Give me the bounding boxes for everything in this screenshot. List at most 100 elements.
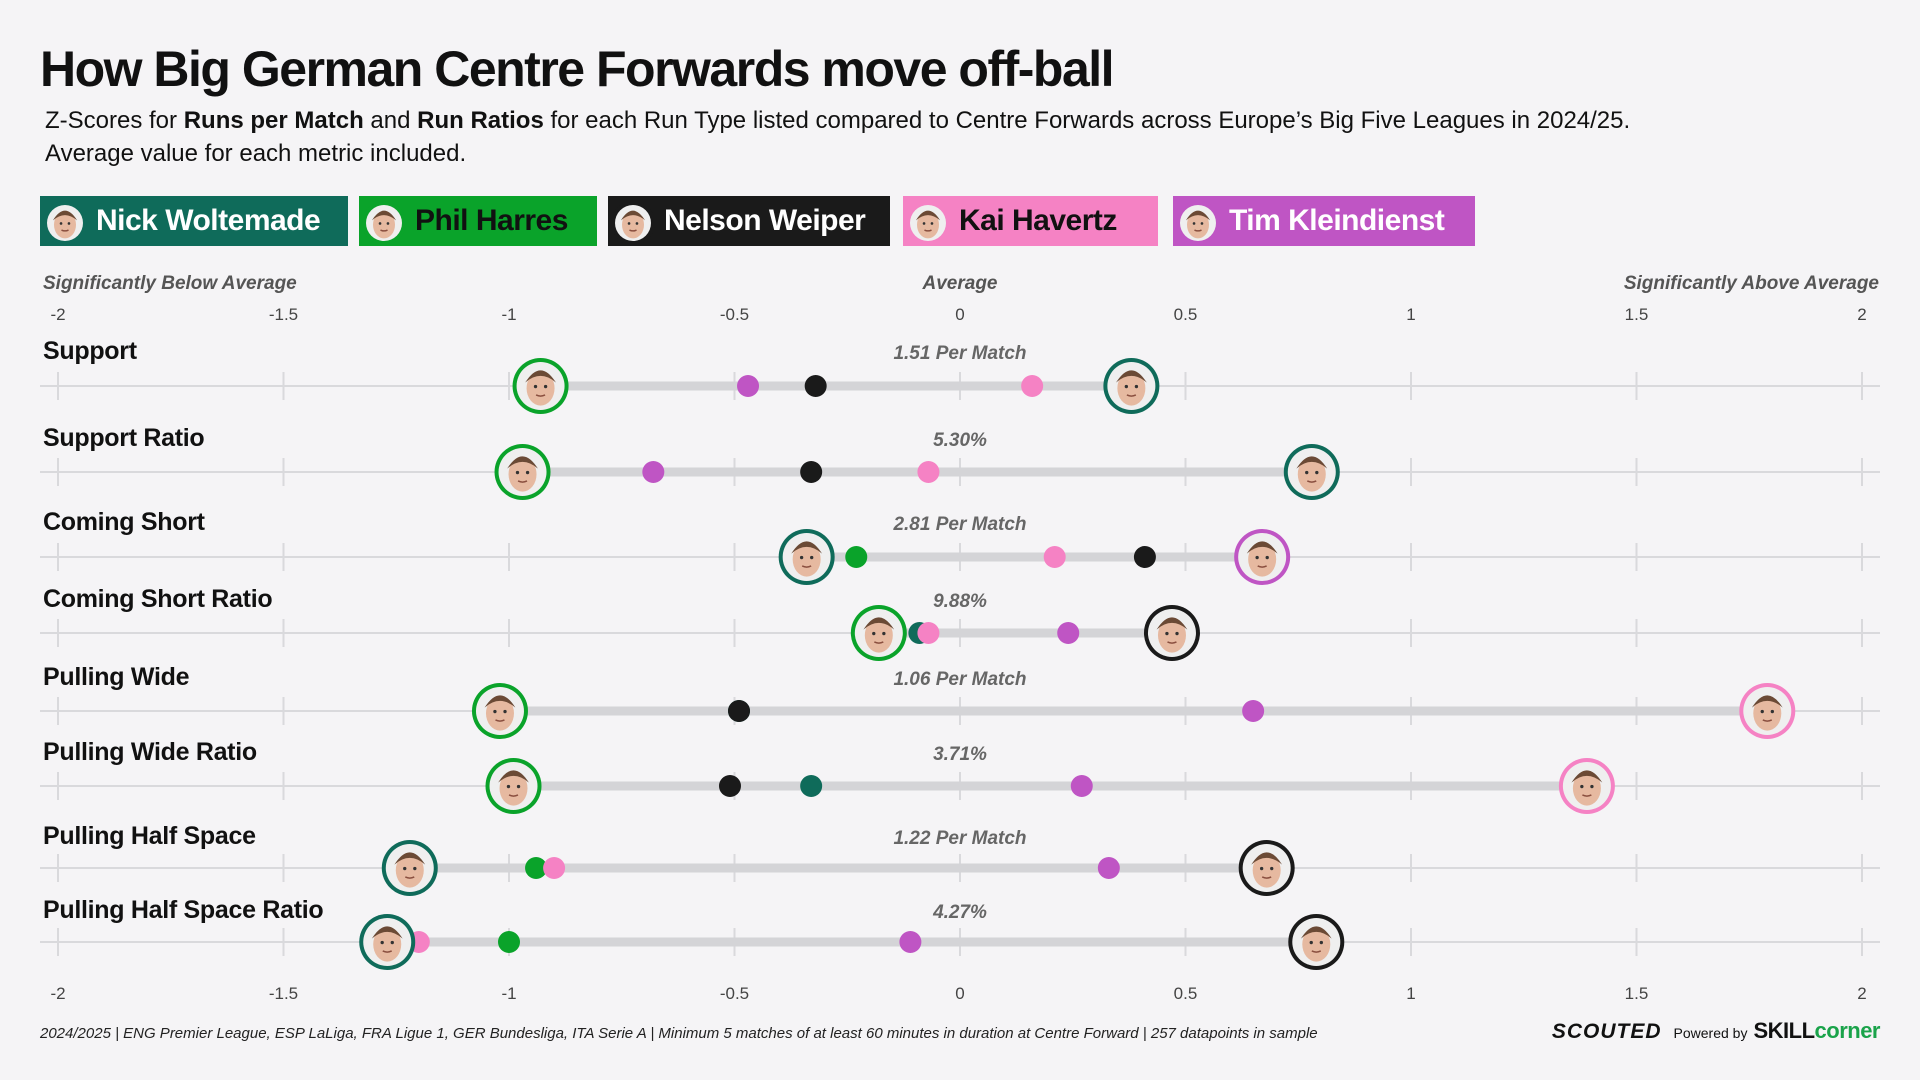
legend-item-weiper: Nelson Weiper [608, 196, 890, 246]
metric-label: Support [43, 337, 138, 365]
player-face-icon [1143, 605, 1200, 661]
player-face-icon [1238, 840, 1295, 896]
metric-rows: Support 1.51 Per Match Support Ratio 5.30% C… [43, 337, 1796, 970]
data-point [1021, 375, 1044, 397]
player-face-icon [359, 196, 409, 246]
legend-label: Tim Kleindienst [1229, 204, 1445, 237]
data-point [917, 622, 940, 644]
subtitle-text: for each Run Type listed compared to Cen… [543, 107, 1631, 134]
data-point [525, 857, 548, 879]
metric-average-label: 2.81 Per Match [892, 514, 1026, 535]
subtitle-text: and [363, 107, 418, 134]
data-point [1043, 546, 1066, 568]
player-face-icon [1173, 196, 1223, 246]
player-face-icon [906, 201, 950, 245]
player-face-icon [1234, 529, 1291, 585]
scouted-logo: SCOUTED [1551, 1020, 1662, 1043]
metric-label: Support Ratio [43, 424, 204, 452]
legend-item-woltemade: Nick Woltemade [40, 196, 348, 246]
metric-average-label: 5.30% [933, 430, 987, 451]
player-face-icon [512, 358, 569, 414]
metric-average-label: 3.71% [933, 744, 987, 765]
legend-item-harres: Phil Harres [359, 196, 597, 246]
subtitle-emphasis-ratios: Run Ratios [417, 107, 544, 134]
x-tick-label-top: 0.5 [1174, 305, 1198, 324]
data-point [737, 375, 760, 397]
x-tick-label-bottom: -2 [50, 984, 65, 1003]
x-tick-label-bottom: -0.5 [720, 984, 749, 1003]
data-point [800, 461, 823, 483]
x-tick-label-top: -1.5 [269, 305, 298, 324]
player-face-icon [850, 605, 907, 661]
legend-item-havertz: Kai Havertz [903, 196, 1158, 246]
x-tick-label-bottom: 0.5 [1174, 984, 1198, 1003]
player-face-icon [359, 914, 416, 970]
data-point [543, 857, 566, 879]
player-face-icon [43, 201, 87, 245]
metric-label: Coming Short [43, 508, 206, 536]
chart-title: How Big German Centre Forwards move off-… [40, 41, 1115, 97]
metric-row: Support 1.51 Per Match [43, 337, 1160, 414]
data-point [1097, 857, 1120, 879]
x-tick-label-top: 1.5 [1625, 305, 1649, 324]
x-tick-label-top: 1 [1406, 305, 1415, 324]
legend-label: Nelson Weiper [664, 204, 866, 237]
axis-annotation-below: Significantly Below Average [43, 273, 297, 294]
x-tick-label-bottom: -1 [501, 984, 516, 1003]
metric-label: Pulling Wide Ratio [43, 738, 257, 766]
data-point [800, 775, 823, 797]
data-point [1070, 775, 1093, 797]
player-face-icon [471, 683, 528, 739]
data-point [804, 375, 827, 397]
skillcorner-logo-skill: SKILL [1753, 1018, 1815, 1043]
player-face-icon [494, 444, 551, 500]
data-point [1133, 546, 1156, 568]
metric-average-label: 1.22 Per Match [893, 828, 1026, 849]
metric-row: Pulling Wide 1.06 Per Match [43, 663, 1796, 739]
x-tick-label-bottom: 0 [955, 984, 964, 1003]
data-point [498, 931, 520, 953]
x-tick-label-top: 0 [955, 305, 964, 324]
player-face-icon [1739, 683, 1796, 739]
metric-average-label: 1.06 Per Match [893, 669, 1026, 690]
metric-label: Pulling Half Space Ratio [43, 896, 323, 924]
x-tick-label-top: -0.5 [720, 305, 749, 324]
x-tick-label-bottom: 1.5 [1625, 984, 1649, 1003]
data-point [1057, 622, 1080, 644]
data-point [908, 622, 931, 644]
metric-row: Pulling Half Space Ratio 4.27% [43, 896, 1345, 970]
chart-subtitle: Z-Scores for Runs per Match and Run Rati… [45, 104, 1805, 170]
metric-average-label: 1.51 Per Match [893, 343, 1026, 364]
metric-average-label: 9.88% [933, 591, 987, 612]
axis-annotation-above: Significantly Above Average [1624, 273, 1880, 294]
player-face-icon [1558, 758, 1615, 814]
player-face-icon [485, 758, 542, 814]
data-point [642, 461, 665, 483]
player-face-icon [903, 196, 953, 246]
player-face-icon [608, 196, 658, 246]
player-face-icon [40, 196, 90, 246]
x-tick-label-top: 2 [1857, 305, 1866, 324]
metric-row: Pulling Wide Ratio 3.71% [43, 738, 1615, 814]
legend-label: Kai Havertz [959, 204, 1117, 237]
metric-label: Coming Short Ratio [43, 585, 272, 613]
x-tick-label-bottom: 2 [1857, 984, 1866, 1003]
x-axis-top: -2 -1.5 -1 -0.5 0 0.5 1 1.5 2 [50, 305, 1866, 324]
metric-row: Pulling Half Space 1.22 Per Match [43, 822, 1295, 896]
axis-annotation-average: Average [922, 273, 998, 294]
x-axis-bottom: -2 -1.5 -1 -0.5 0 0.5 1 1.5 2 [50, 984, 1866, 1003]
x-tick-label-top: -2 [50, 305, 65, 324]
x-tick-label-bottom: -1.5 [269, 984, 298, 1003]
metric-row: Support Ratio 5.30% [43, 424, 1340, 500]
player-face-icon [381, 840, 438, 896]
brand-logos: SCOUTED Powered by SKILL corner [1551, 1018, 1881, 1044]
metric-label: Pulling Wide [43, 663, 190, 691]
subtitle-text: Z-Scores for [45, 107, 184, 134]
player-face-icon [1176, 201, 1220, 245]
legend-label: Phil Harres [415, 204, 568, 237]
subtitle-line-2: Average value for each metric included. [45, 140, 467, 167]
data-point [1242, 700, 1265, 722]
data-point [899, 931, 922, 953]
data-point [728, 700, 751, 722]
